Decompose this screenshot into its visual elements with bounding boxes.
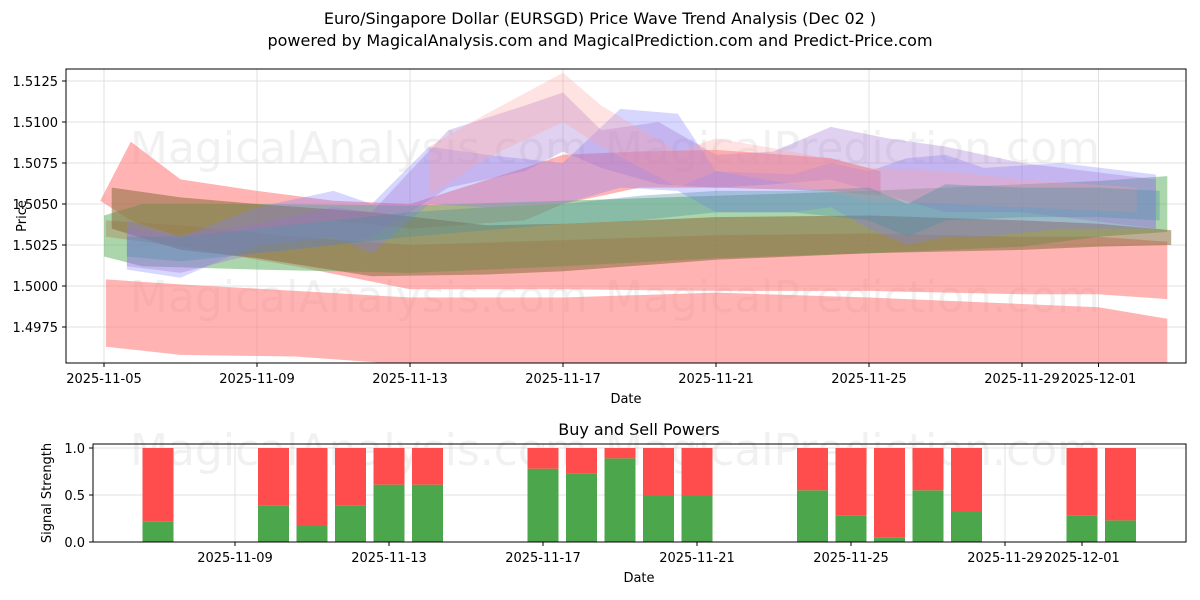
x-tick-label: 2025-11-17 bbox=[505, 551, 581, 566]
y-tick-label: 1.5075 bbox=[13, 157, 59, 172]
x-tick-label: 2025-11-09 bbox=[197, 551, 273, 566]
sell-bar bbox=[836, 448, 867, 516]
buy-bar bbox=[836, 516, 867, 542]
x-tick-label: 2025-11-25 bbox=[831, 372, 907, 387]
sell-bar bbox=[874, 448, 905, 537]
price-y-axis-label: Price bbox=[15, 200, 30, 232]
buy-bar bbox=[143, 521, 174, 542]
sell-bar bbox=[682, 448, 713, 495]
x-tick-label: 2025-11-17 bbox=[525, 372, 601, 387]
buy-bar bbox=[528, 469, 559, 542]
sell-bar bbox=[258, 448, 289, 505]
signal-y-axis-label: Signal Strength bbox=[40, 443, 55, 543]
sell-bar bbox=[335, 448, 366, 505]
chart-canvas: MagicalAnalysis.comMagicalPrediction.com… bbox=[0, 0, 1200, 600]
y-tick-label: 1.5025 bbox=[13, 239, 59, 254]
y-tick-label: 1.4975 bbox=[13, 321, 59, 336]
sell-bar bbox=[913, 448, 944, 490]
sell-bar bbox=[951, 448, 982, 511]
buy-bar bbox=[874, 537, 905, 542]
price-wave-bands bbox=[100, 73, 1171, 368]
sell-bar bbox=[643, 448, 674, 495]
x-tick-label: 2025-11-05 bbox=[66, 372, 142, 387]
x-tick-label: 2025-11-13 bbox=[351, 551, 427, 566]
sell-bar bbox=[605, 448, 636, 458]
buy-bar bbox=[951, 511, 982, 542]
x-tick-label: 2025-11-13 bbox=[372, 372, 448, 387]
buy-bar bbox=[566, 473, 597, 542]
buy-bar bbox=[913, 490, 944, 542]
y-tick-label: 1.5125 bbox=[13, 75, 59, 90]
sell-bar bbox=[566, 448, 597, 473]
buy-bar bbox=[258, 505, 289, 542]
signal-x-axis-label: Date bbox=[623, 571, 654, 586]
buy-bar bbox=[335, 505, 366, 542]
sell-bar bbox=[1067, 448, 1098, 516]
y-tick-label: 1.0 bbox=[64, 442, 85, 457]
x-tick-label: 2025-11-29 bbox=[967, 551, 1043, 566]
price-x-axis-label: Date bbox=[610, 392, 641, 407]
sell-bar bbox=[797, 448, 828, 490]
x-tick-label: 2025-11-21 bbox=[678, 372, 754, 387]
buy-bar bbox=[643, 495, 674, 542]
y-tick-label: 0.5 bbox=[64, 489, 85, 504]
signal-x-ticks: 2025-11-09 2025-11-13 2025-11-17 2025-11-21… bbox=[197, 542, 1120, 566]
buy-bar bbox=[797, 490, 828, 542]
sell-bar bbox=[412, 448, 443, 485]
buy-sell-powers-plot: Buy and Sell Powers MagicalAnalysis.comM… bbox=[40, 420, 1186, 586]
sell-bar bbox=[1105, 448, 1136, 520]
sell-bar bbox=[297, 448, 328, 526]
x-tick-label: 2025-11-25 bbox=[813, 551, 889, 566]
buy-bar bbox=[1105, 520, 1136, 542]
y-tick-label: 0.0 bbox=[64, 536, 85, 551]
x-tick-label: 2025-11-21 bbox=[659, 551, 735, 566]
buy-bar bbox=[682, 495, 713, 542]
buy-bar bbox=[412, 485, 443, 542]
sell-bar bbox=[143, 448, 174, 521]
y-tick-label: 1.5100 bbox=[13, 116, 59, 131]
buy-bar bbox=[297, 526, 328, 542]
signal-y-ticks: 0.0 0.5 1.0 bbox=[64, 442, 93, 551]
sell-bar bbox=[374, 448, 405, 485]
x-tick-label: 2025-12-01 bbox=[1044, 551, 1120, 566]
buy-bar bbox=[605, 458, 636, 542]
price-x-ticks: 2025-11-05 2025-11-09 2025-11-13 2025-11-17… bbox=[66, 363, 1136, 387]
sell-bar bbox=[528, 448, 559, 469]
x-tick-label: 2025-12-01 bbox=[1061, 372, 1137, 387]
y-tick-label: 1.5000 bbox=[13, 280, 59, 295]
price-wave-plot: MagicalAnalysis.comMagicalPrediction.com… bbox=[13, 69, 1187, 407]
buy-bar bbox=[374, 485, 405, 542]
buy-bar bbox=[1067, 516, 1098, 542]
x-tick-label: 2025-11-29 bbox=[984, 372, 1060, 387]
x-tick-label: 2025-11-09 bbox=[219, 372, 295, 387]
